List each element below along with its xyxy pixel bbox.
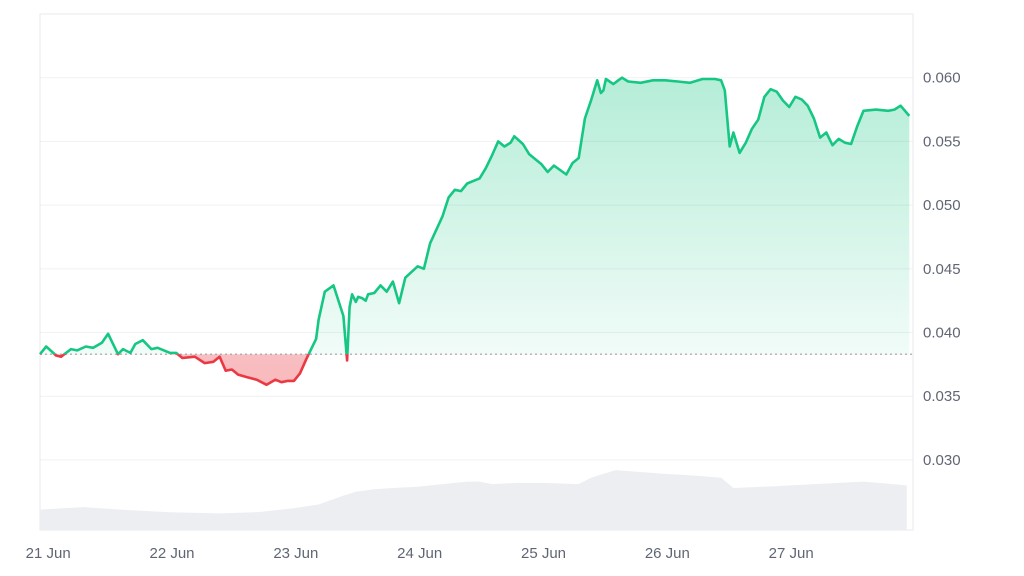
y-tick-label: 0.050 — [923, 197, 961, 214]
x-tick-label: 27 Jun — [769, 545, 814, 562]
y-tick-label: 0.055 — [923, 133, 961, 150]
x-tick-label: 22 Jun — [149, 545, 194, 562]
y-tick-label: 0.030 — [923, 452, 961, 469]
x-axis: 21 Jun 22 Jun 23 Jun 24 Jun 25 Jun 26 Jun 27 J… — [26, 545, 814, 562]
y-tick-label: 0.045 — [923, 261, 961, 278]
price-area-down — [40, 354, 910, 385]
x-tick-label: 26 Jun — [645, 545, 690, 562]
x-tick-label: 21 Jun — [26, 545, 71, 562]
y-tick-label: 0.035 — [923, 388, 961, 405]
x-tick-label: 24 Jun — [397, 545, 442, 562]
volume-area — [40, 470, 907, 530]
y-axis: 0.060 0.055 0.050 0.045 0.040 0.035 0.030 — [923, 70, 961, 469]
x-tick-label: 25 Jun — [521, 545, 566, 562]
price-line-up[interactable] — [38, 76, 911, 385]
y-tick-label: 0.060 — [923, 70, 961, 87]
x-tick-label: 23 Jun — [273, 545, 318, 562]
price-line-down[interactable] — [39, 78, 909, 387]
price-area-up — [40, 77, 910, 355]
y-tick-label: 0.040 — [923, 325, 961, 342]
